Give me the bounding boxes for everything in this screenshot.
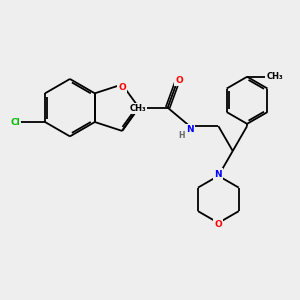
- Text: O: O: [176, 76, 183, 85]
- Text: H: H: [178, 131, 185, 140]
- Text: N: N: [214, 169, 222, 178]
- Text: O: O: [214, 220, 222, 229]
- Text: Cl: Cl: [10, 118, 20, 127]
- Text: N: N: [186, 125, 194, 134]
- Text: O: O: [118, 83, 126, 92]
- Text: CH₃: CH₃: [266, 72, 283, 81]
- Text: CH₃: CH₃: [130, 104, 146, 113]
- Text: N: N: [214, 169, 222, 178]
